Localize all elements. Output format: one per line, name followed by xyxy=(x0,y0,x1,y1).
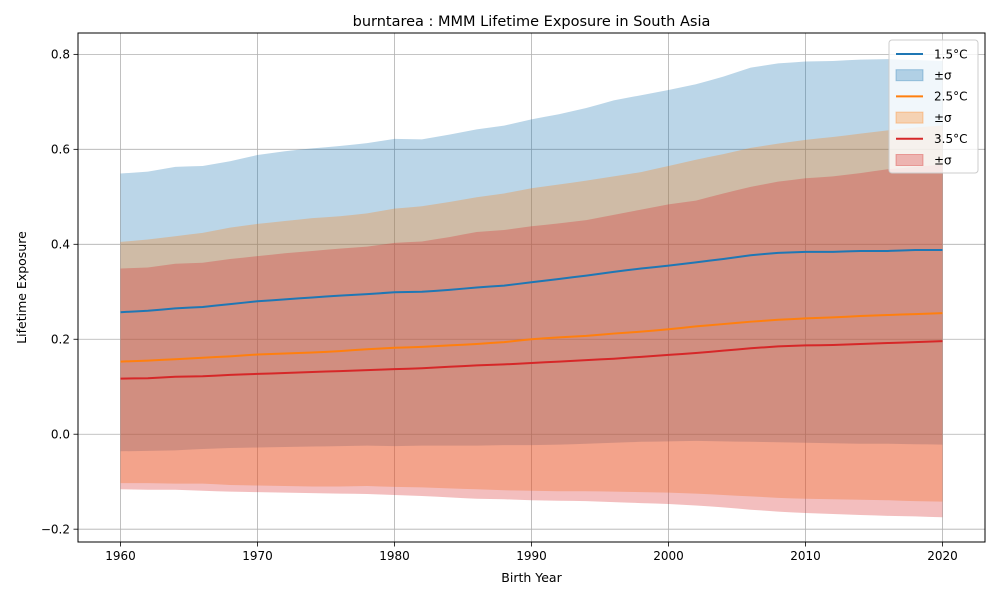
x-tick-label: 1970 xyxy=(242,549,273,563)
legend: 1.5°C ±σ 2.5°C ±σ 3.5°C ±σ xyxy=(888,39,979,174)
y-tick-label: 0.6 xyxy=(51,143,70,157)
legend-band-handle xyxy=(895,154,924,166)
legend-series-label: 2.5°C xyxy=(934,90,967,104)
band-area-0 xyxy=(120,59,943,452)
series-line-2 xyxy=(120,340,943,380)
line-layer xyxy=(120,248,943,380)
legend-entries: 1.5°C ±σ 2.5°C ±σ 3.5°C ±σ xyxy=(895,47,967,167)
y-tick-label: 0.4 xyxy=(51,238,70,252)
legend-band-handle xyxy=(895,111,924,124)
x-tick-label: 1960 xyxy=(105,549,136,563)
band-area-2 xyxy=(120,164,943,518)
legend-series-label: 3.5°C xyxy=(934,132,967,146)
y-tick-label: 0.0 xyxy=(51,428,70,442)
x-axis-label: Birth Year xyxy=(501,570,562,585)
x-tick-label: 2010 xyxy=(790,549,821,563)
series-line-1 xyxy=(120,312,943,363)
x-tick-label: 2000 xyxy=(653,549,684,563)
legend-series-label: 1.5°C xyxy=(934,47,967,61)
legend-band-label: ±σ xyxy=(934,153,952,167)
y-tick-label: 0.2 xyxy=(51,333,70,347)
y-tick-label: −0.2 xyxy=(41,522,70,536)
band-area-1 xyxy=(120,125,943,502)
y-tick-label: 0.8 xyxy=(51,48,70,62)
legend-band-label: ±σ xyxy=(934,69,952,83)
x-tick-label: 2020 xyxy=(927,549,958,563)
chart-title: burntarea : MMM Lifetime Exposure in Sou… xyxy=(353,14,711,30)
band-layer xyxy=(120,59,943,518)
x-tick-label: 1980 xyxy=(379,549,410,563)
series-line-0 xyxy=(120,248,943,314)
y-axis-label: Lifetime Exposure xyxy=(14,231,29,344)
legend-band-label: ±σ xyxy=(934,111,952,125)
y-axis: −0.2 0.0 0.2 0.4 0.6 0.8 xyxy=(41,48,78,536)
legend-band-handle xyxy=(895,69,924,82)
x-tick-label: 1990 xyxy=(516,549,547,563)
x-axis: 1960 1970 1980 1990 2000 2010 2020 xyxy=(105,542,958,563)
